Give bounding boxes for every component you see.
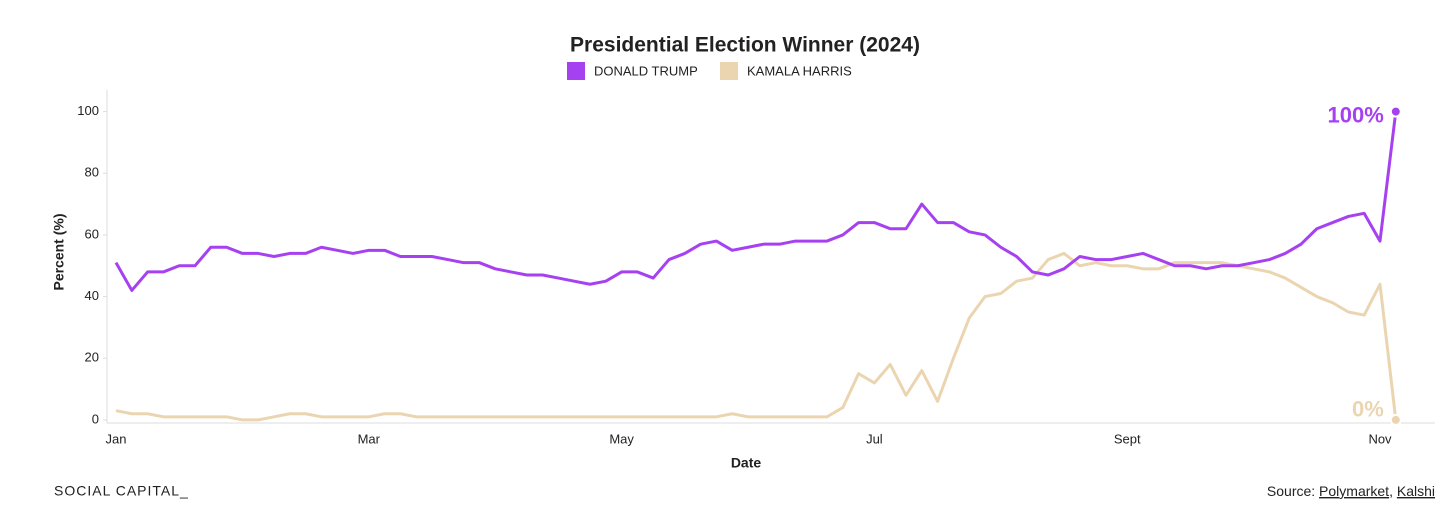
series-line (114, 111, 1398, 292)
end-label: 100% (1328, 102, 1384, 127)
y-tick-label: 100 (77, 103, 99, 118)
source-separator: , (1389, 483, 1393, 499)
y-tick-label: 20 (85, 350, 99, 365)
legend-swatch (720, 62, 738, 80)
x-tick-label: Nov (1368, 431, 1392, 446)
legend-label: KAMALA HARRIS (747, 63, 852, 78)
y-tick-label: 40 (85, 288, 99, 303)
x-axis-label: Date (731, 455, 762, 471)
x-tick-label: May (609, 431, 634, 446)
y-axis-label: Percent (%) (51, 213, 67, 290)
y-tick-label: 60 (85, 226, 99, 241)
source-link[interactable]: Polymarket (1319, 483, 1389, 499)
footer-brand: SOCIAL CAPITAL_ (54, 483, 189, 499)
series-line (115, 251, 1398, 422)
x-tick-label: Mar (358, 431, 381, 446)
source-link[interactable]: Kalshi (1397, 483, 1435, 499)
end-label: 0% (1352, 397, 1384, 422)
source: Source: Polymarket, Kalshi (1267, 483, 1435, 499)
x-tick-label: Sept (1114, 431, 1141, 446)
x-tick-label: Jan (106, 431, 127, 446)
end-dot (1389, 413, 1402, 426)
y-tick-label: 0 (92, 411, 99, 426)
source-prefix: Source: (1267, 483, 1315, 499)
y-tick-label: 80 (85, 165, 99, 180)
legend-swatch (567, 62, 585, 80)
chart-title: Presidential Election Winner (2024) (570, 34, 920, 57)
end-dot (1389, 105, 1402, 118)
x-tick-label: Jul (866, 431, 883, 446)
legend-label: DONALD TRUMP (594, 63, 698, 78)
